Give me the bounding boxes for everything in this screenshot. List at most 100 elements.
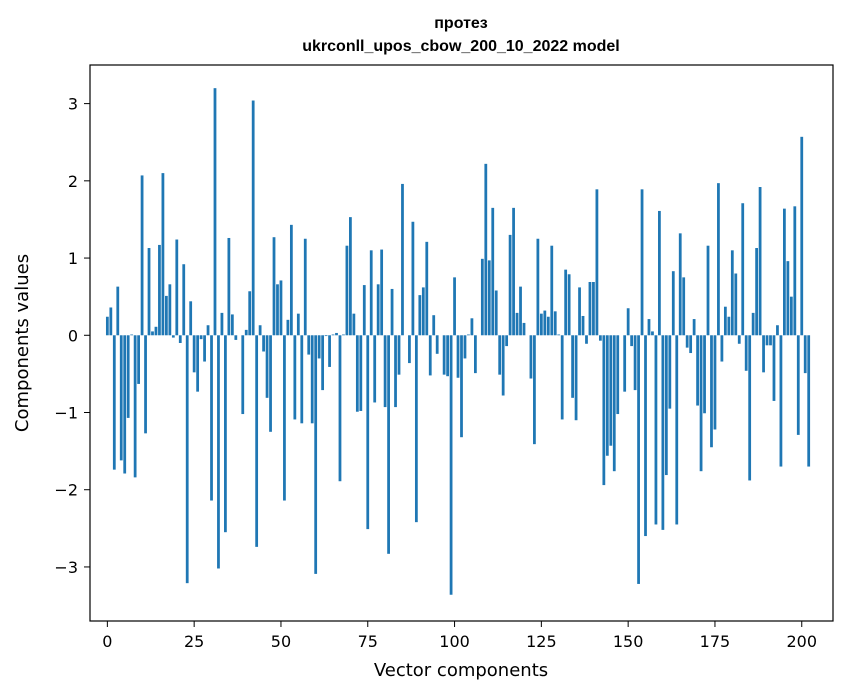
bar-190 [765,335,769,346]
bar-159 [658,210,661,336]
bar-64 [328,335,331,367]
bar-99 [449,335,453,595]
bar-178 [723,306,727,336]
plot-frame [89,64,834,622]
bar-87 [408,335,411,364]
bars-group [105,88,811,595]
y-tick-label: −2 [54,481,78,500]
bar-161 [664,335,668,476]
bar-105 [470,318,474,336]
bar-184 [744,335,748,371]
bar-166 [682,277,686,336]
bar-103 [463,335,467,359]
bar-145 [609,335,613,446]
bar-0 [105,316,109,336]
bar-191 [769,335,772,346]
bar-35 [227,237,231,336]
bar-130 [557,334,561,336]
bar-136 [578,287,581,336]
bar-193 [776,325,779,336]
bar-77 [373,335,377,403]
bar-1 [109,307,113,336]
bar-19 [171,335,175,338]
bar-129 [553,311,557,336]
bar-195 [783,208,786,336]
bar-55 [296,313,300,336]
bar-45 [262,335,265,352]
bar-17 [164,295,168,336]
bar-66 [335,332,338,336]
bar-24 [189,301,193,336]
bar-25 [192,335,196,373]
y-tick-label: 1 [68,249,78,268]
bar-3 [116,286,120,336]
x-tick-label: 25 [184,632,204,651]
bar-6 [126,335,130,418]
bar-28 [203,335,206,362]
bar-123 [533,335,536,445]
bar-15 [158,244,161,336]
bar-50 [279,280,283,336]
bar-182 [737,335,741,344]
bar-117 [512,207,515,336]
bar-198 [793,206,797,336]
bar-116 [508,234,512,336]
bar-104 [467,334,470,336]
bar-108 [480,258,484,336]
bar-93 [428,335,432,376]
bar-7 [130,334,134,336]
bar-48 [272,237,276,336]
bar-135 [574,335,578,421]
x-axis-ticks: 0 25 50 75 100 125 150 175 200 [102,621,817,651]
bar-82 [390,288,394,336]
bar-54 [293,335,297,420]
bar-134 [571,335,574,398]
bar-88 [411,221,415,336]
bar-46 [265,335,269,398]
x-tick-label: 125 [526,632,557,651]
y-tick-label: −1 [54,404,78,423]
x-tick-label: 50 [271,632,291,651]
bar-65 [331,334,335,336]
chart-subtitle: ukrconll_upos_cbow_200_10_2022 model [302,38,619,55]
bar-112 [494,290,498,336]
bar-111 [491,207,495,336]
bar-20 [175,239,179,336]
bar-194 [779,335,783,467]
bar-95 [435,335,439,354]
bar-156 [647,319,651,336]
bar-186 [751,312,755,336]
bar-163 [671,271,675,336]
bar-98 [446,335,450,377]
bar-31 [213,88,217,336]
bar-138 [585,335,588,344]
bar-78 [376,284,380,336]
bar-110 [487,260,491,336]
bar-67 [338,335,342,482]
bar-83 [394,335,397,408]
bar-41 [248,291,252,336]
bar-102 [460,335,463,438]
bar-140 [592,281,595,336]
bar-72 [355,335,359,412]
bar-74 [362,285,366,336]
bar-58 [307,335,311,355]
bar-51 [283,335,286,501]
bar-52 [286,319,290,336]
bar-14 [154,326,158,336]
bar-63 [324,335,328,337]
x-tick-label: 100 [439,632,470,651]
bar-141 [595,189,599,336]
bar-57 [303,238,307,336]
bar-143 [602,335,606,486]
bar-42 [251,100,255,336]
bar-92 [425,241,429,336]
bar-62 [321,335,325,391]
bar-73 [359,335,363,411]
bar-153 [637,335,640,584]
bar-36 [230,314,234,336]
bar-155 [644,335,647,537]
bar-37 [234,335,238,340]
y-tick-label: 2 [68,172,78,191]
bar-30 [210,335,213,501]
